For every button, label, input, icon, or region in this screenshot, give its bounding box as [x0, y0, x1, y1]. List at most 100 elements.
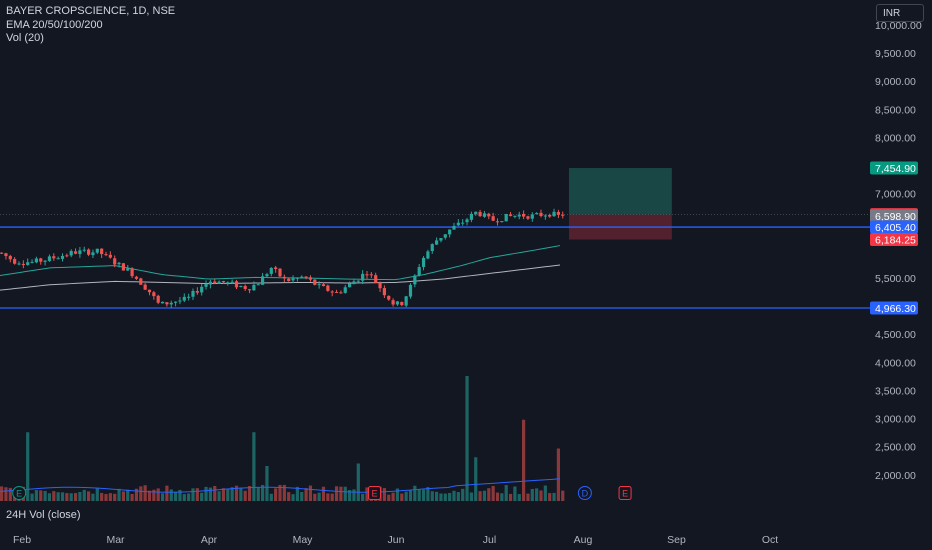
- volume-bar: [200, 492, 204, 501]
- volume-bar: [126, 489, 130, 501]
- candle: [187, 296, 191, 298]
- candle: [282, 276, 286, 279]
- currency-selector[interactable]: INR: [876, 4, 924, 22]
- candle: [100, 248, 104, 255]
- candle: [382, 288, 386, 296]
- volume-bar: [326, 493, 330, 501]
- price-tag: [870, 220, 918, 234]
- ema-indicator-label[interactable]: EMA 20/50/100/200: [6, 18, 103, 31]
- candle: [526, 216, 530, 219]
- candle: [391, 300, 395, 305]
- x-tick-label: Mar: [106, 534, 125, 546]
- volume-bar: [82, 489, 86, 501]
- candle: [417, 267, 421, 276]
- candle: [343, 287, 347, 293]
- candle: [69, 251, 73, 256]
- candle: [365, 274, 369, 276]
- candle: [152, 292, 156, 297]
- volume-bar: [430, 491, 434, 501]
- volume-pane-label[interactable]: 24H Vol (close): [6, 509, 81, 521]
- candle: [104, 254, 108, 256]
- volume-bar: [552, 492, 556, 501]
- volume-bar: [221, 488, 226, 501]
- candle: [230, 281, 234, 283]
- volume-bars: [0, 376, 565, 501]
- y-tick-label: 2,500.00: [875, 442, 916, 454]
- candle: [217, 281, 221, 284]
- candle: [478, 211, 482, 217]
- candle: [522, 213, 526, 217]
- candle: [256, 284, 260, 286]
- volume-bar: [508, 493, 513, 501]
- vol-indicator-label[interactable]: Vol (20): [6, 32, 44, 44]
- symbol-title[interactable]: BAYER CROPSCIENCE, 1D, NSE: [6, 5, 176, 17]
- y-tick-label: 8,500.00: [875, 104, 916, 116]
- candle: [65, 255, 69, 257]
- volume-bar: [517, 494, 521, 501]
- candle: [178, 300, 182, 302]
- x-tick-label: Jun: [388, 534, 405, 546]
- candle: [452, 225, 456, 230]
- volume-bar: [343, 486, 347, 501]
- candle: [300, 276, 304, 278]
- volume-bar: [73, 493, 78, 501]
- candle: [465, 219, 469, 223]
- chart-legend: BAYER CROPSCIENCE, 1D, NSE EMA 20/50/100…: [6, 5, 175, 46]
- ema-fast-line: [0, 245, 561, 281]
- volume-bar: [147, 490, 152, 501]
- candle: [174, 301, 178, 303]
- candle: [513, 215, 517, 217]
- candle: [421, 257, 426, 267]
- event-marker: [577, 486, 592, 500]
- volume-bar: [404, 491, 408, 501]
- candle: [34, 258, 38, 263]
- candle: [469, 213, 473, 220]
- candle: [143, 284, 147, 290]
- volume-bar: [182, 494, 186, 501]
- volume-bar: [4, 487, 8, 501]
- volume-bar: [304, 488, 308, 501]
- volume-bar: [421, 489, 426, 501]
- volume-bar: [435, 491, 439, 501]
- volume-bar: [448, 492, 452, 501]
- volume-bar: [139, 486, 143, 501]
- candle: [330, 291, 334, 293]
- candle: [482, 213, 487, 217]
- volume-bar: [408, 490, 413, 501]
- candle: [113, 258, 117, 265]
- candle: [313, 279, 317, 285]
- volume-bar: [300, 491, 304, 501]
- y-tick-label: 9,000.00: [875, 76, 916, 88]
- candle: [234, 281, 239, 288]
- volume-bar: [274, 488, 278, 501]
- candle: [182, 296, 186, 301]
- volume-bar: [243, 490, 247, 501]
- volume-bar: [526, 493, 530, 501]
- event-marker-label: E: [16, 489, 22, 499]
- volume-bar: [43, 490, 47, 501]
- candle: [487, 213, 491, 217]
- volume-bar: [152, 489, 156, 501]
- volume-bar: [39, 490, 43, 501]
- volume-bar: [339, 486, 343, 501]
- candle: [121, 263, 125, 271]
- volume-bar: [204, 486, 208, 501]
- volume-bar: [69, 493, 73, 501]
- candle: [108, 254, 112, 258]
- candle: [4, 253, 8, 257]
- event-marker-label: D: [582, 489, 589, 499]
- ema-slow-line: [0, 264, 561, 291]
- profit-zone: [568, 168, 672, 215]
- volume-bar: [556, 448, 560, 501]
- volume-bar: [400, 493, 404, 501]
- volume-bar: [317, 492, 321, 501]
- candle: [126, 268, 130, 271]
- volume-bar: [461, 488, 465, 501]
- candle: [378, 282, 382, 289]
- volume-bar: [178, 489, 182, 501]
- candle: [495, 221, 500, 223]
- volume-bar: [391, 492, 395, 501]
- y-tick-label: 5,500.00: [875, 273, 916, 285]
